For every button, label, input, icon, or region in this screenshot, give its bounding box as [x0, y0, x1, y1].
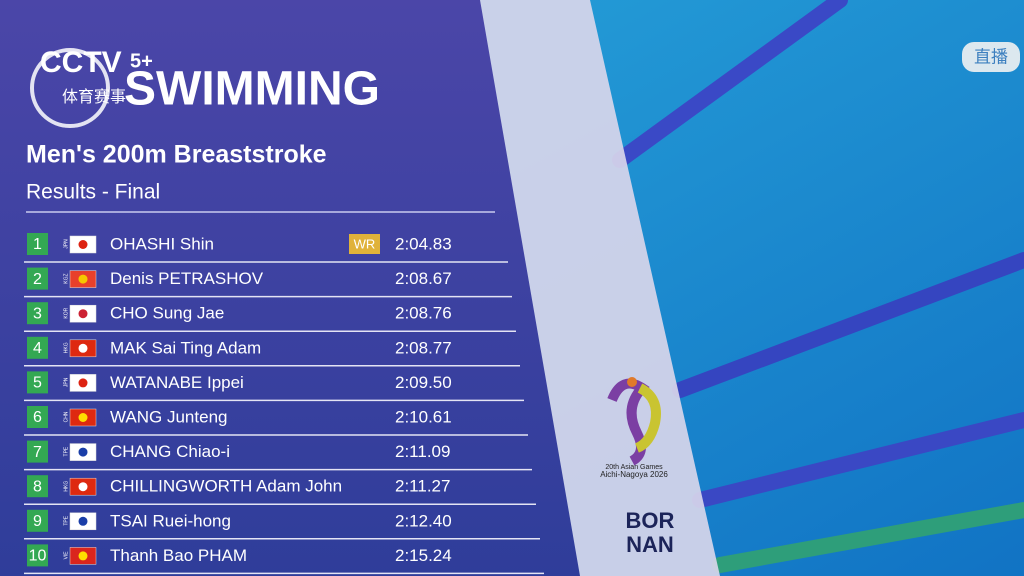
rank: 1: [33, 236, 42, 253]
flag-emblem: [78, 551, 88, 561]
rank: 9: [33, 513, 42, 530]
games-emblem-accent: [634, 383, 661, 453]
rank-box: [27, 475, 48, 498]
results-list: 1 JPN OHASHI Shin WR 2:04.83 2 KGZ Denis PETRAS…: [24, 233, 544, 575]
athlete-name: WANG Junteng: [110, 407, 227, 426]
diagonal-band: [470, 0, 720, 576]
mascot-logo-line2: NAN: [626, 532, 674, 557]
rank: 8: [33, 478, 42, 495]
flag-emblem: [78, 482, 88, 492]
games-edition: 20th Asian Games: [605, 464, 663, 471]
flag-emblem: [78, 309, 88, 319]
athlete-name: TSAI Ruei-hong: [110, 511, 231, 530]
flag-emblem: [78, 516, 88, 526]
rank: 6: [33, 409, 42, 426]
rank: 10: [29, 548, 47, 565]
rank: 2: [33, 271, 42, 288]
athlete-name: CHILLINGWORTH Adam John: [110, 477, 342, 496]
games-host: Aichi-Nagoya 2026: [600, 470, 668, 479]
country-code: HKG: [63, 342, 69, 353]
games-emblem-dot: [627, 377, 637, 387]
channel-suffix: 5+: [130, 50, 153, 72]
rank-box: [27, 371, 48, 394]
time: 2:08.67: [395, 269, 452, 288]
time: 2:11.09: [395, 442, 450, 461]
country-code: TPE: [63, 446, 69, 456]
rank-box: [27, 544, 48, 567]
event-title: Men's 200m Breaststroke: [26, 141, 327, 169]
country-code: KOR: [63, 307, 69, 318]
country-code: TPE: [63, 515, 69, 525]
flag-emblem: [78, 378, 88, 388]
rank: 7: [33, 444, 42, 461]
record: WR: [354, 236, 376, 251]
country-code: CHN: [63, 411, 69, 422]
rank-box: [27, 336, 48, 359]
flag-emblem: [78, 413, 88, 422]
rank: 4: [33, 340, 42, 357]
flag-emblem: [78, 240, 88, 249]
sport-title: SWIMMING: [124, 63, 380, 116]
time: 2:15.24: [395, 546, 452, 565]
country-code: VIE: [63, 551, 69, 560]
stage-title: Results - Final: [26, 181, 160, 204]
time: 2:11.27: [395, 477, 450, 496]
results-panel: [0, 0, 580, 576]
time: 2:09.50: [395, 373, 452, 392]
channel-logo: CCTV: [40, 46, 122, 79]
time: 2:04.83: [395, 234, 452, 253]
athlete-name: Denis PETRASHOV: [110, 269, 264, 288]
rank-box: [27, 302, 48, 325]
flag-emblem: [78, 447, 88, 457]
time: 2:10.61: [395, 407, 452, 426]
flag-emblem: [78, 343, 88, 353]
time: 2:08.77: [395, 338, 452, 357]
country-code: JPN: [63, 239, 69, 249]
country-code: JPN: [63, 377, 69, 387]
rank: 3: [33, 305, 42, 322]
rank-box: [27, 233, 48, 255]
athlete-name: WATANABE Ippei: [110, 373, 244, 392]
athlete-name: MAK Sai Ting Adam: [110, 338, 261, 357]
live-badge: 直播: [974, 47, 1008, 66]
athlete-name: CHO Sung Jae: [110, 304, 224, 323]
rank-box: [27, 267, 48, 290]
rank: 5: [33, 375, 42, 392]
rank-box: [27, 406, 48, 428]
flag-emblem: [78, 274, 88, 284]
rank-box: [27, 440, 48, 463]
rank-box: [27, 509, 48, 532]
country-code: KGZ: [63, 273, 69, 283]
record-box: [349, 234, 380, 254]
athlete-name: OHASHI Shin: [110, 234, 214, 253]
live-badge-bg: [962, 42, 1020, 72]
athlete-name: Thanh Bao PHAM: [110, 546, 247, 565]
lane-ropes: [612, 0, 1024, 573]
mascot-logo-line1: BOR: [626, 508, 675, 533]
time: 2:08.76: [395, 304, 452, 323]
time: 2:12.40: [395, 511, 452, 530]
athlete-name: CHANG Chiao-i: [110, 442, 230, 461]
country-code: HKG: [63, 481, 69, 492]
logo-ring: [30, 48, 110, 128]
channel-name: 体育赛事: [62, 87, 126, 106]
